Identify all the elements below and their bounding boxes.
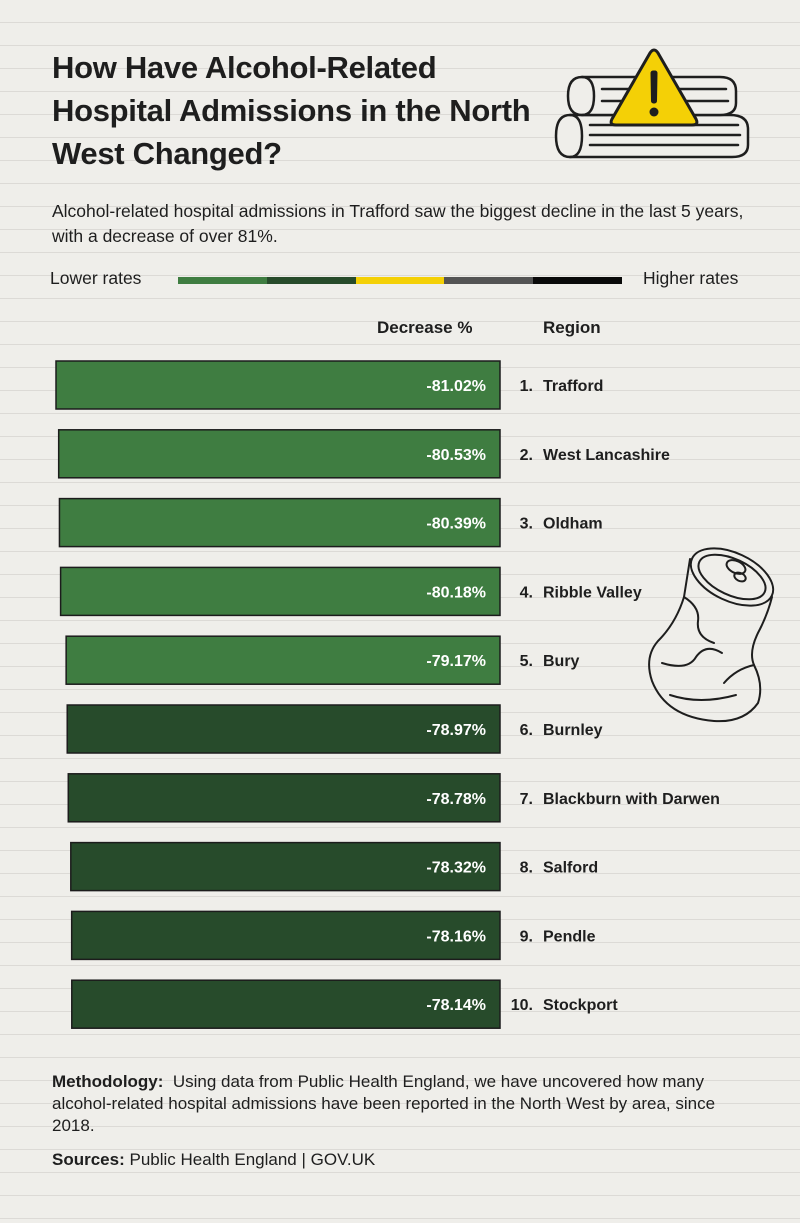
region-label: Trafford <box>543 378 603 395</box>
scale-segment-1 <box>178 277 267 284</box>
scale-segment-5 <box>533 277 622 284</box>
region-label: Salford <box>543 860 598 877</box>
region-label: Bury <box>543 653 580 670</box>
column-header-decrease: Decrease % <box>377 318 473 337</box>
subtitle: Alcohol-related hospital admissions in T… <box>52 201 744 246</box>
bar-value-label: -80.53% <box>426 447 486 464</box>
crushed-can-icon <box>648 547 775 723</box>
rank-label: 7. <box>520 791 533 808</box>
rank-label: 1. <box>520 378 533 395</box>
bar-value-label: -78.16% <box>426 928 486 945</box>
bar <box>67 773 501 823</box>
rank-label: 2. <box>520 447 533 464</box>
sources-text: Public Health England | GOV.UK <box>129 1150 376 1169</box>
bar-value-label: -78.97% <box>426 722 486 739</box>
bar-value-label: -78.78% <box>426 791 486 808</box>
scale-segment-3 <box>355 277 445 284</box>
color-scale <box>178 277 622 284</box>
bar-value-label: -78.14% <box>426 997 486 1014</box>
bar-value-label: -78.32% <box>426 860 486 877</box>
methodology-label: Methodology: <box>52 1072 164 1091</box>
rank-label: 5. <box>520 653 533 670</box>
region-label: Blackburn with Darwen <box>543 791 720 808</box>
scale-segment-2 <box>266 277 356 284</box>
bar-value-label: -80.39% <box>426 516 486 533</box>
bar-value-label: -81.02% <box>426 378 486 395</box>
region-label: Oldham <box>543 516 603 533</box>
bar <box>59 566 501 617</box>
region-label: West Lancashire <box>543 447 670 464</box>
methodology: Methodology: Using data from Public Heal… <box>52 1071 732 1137</box>
scale-segment-4 <box>444 277 534 284</box>
rank-label: 4. <box>520 584 533 601</box>
bar-value-label: -80.18% <box>426 584 486 601</box>
rank-label: 9. <box>520 928 533 945</box>
region-label: Ribble Valley <box>543 584 642 601</box>
bar <box>71 979 501 1029</box>
page-title: How Have Alcohol-Related Hospital Admiss… <box>52 50 531 171</box>
region-label: Pendle <box>543 928 596 945</box>
bar-value-label: -79.17% <box>426 653 486 670</box>
sources-label: Sources: <box>52 1150 125 1169</box>
bar <box>58 497 501 548</box>
methodology-text: Using data from Public Health England, w… <box>52 1072 716 1135</box>
rank-label: 6. <box>520 722 533 739</box>
bar <box>57 429 501 479</box>
column-header-region: Region <box>543 318 601 337</box>
bar <box>66 704 501 754</box>
legend-high-label: Higher rates <box>643 268 739 288</box>
region-label: Burnley <box>543 722 603 739</box>
rank-label: 8. <box>520 860 533 877</box>
rank-label: 3. <box>520 516 533 533</box>
bar <box>70 910 501 961</box>
rank-label: 10. <box>511 997 533 1014</box>
warning-books-icon <box>554 48 750 159</box>
bar <box>55 360 501 410</box>
bar <box>65 635 501 685</box>
sources: Sources: Public Health England | GOV.UK <box>52 1150 375 1170</box>
bar <box>70 841 501 892</box>
region-label: Stockport <box>543 997 618 1014</box>
legend-low-label: Lower rates <box>50 268 142 288</box>
